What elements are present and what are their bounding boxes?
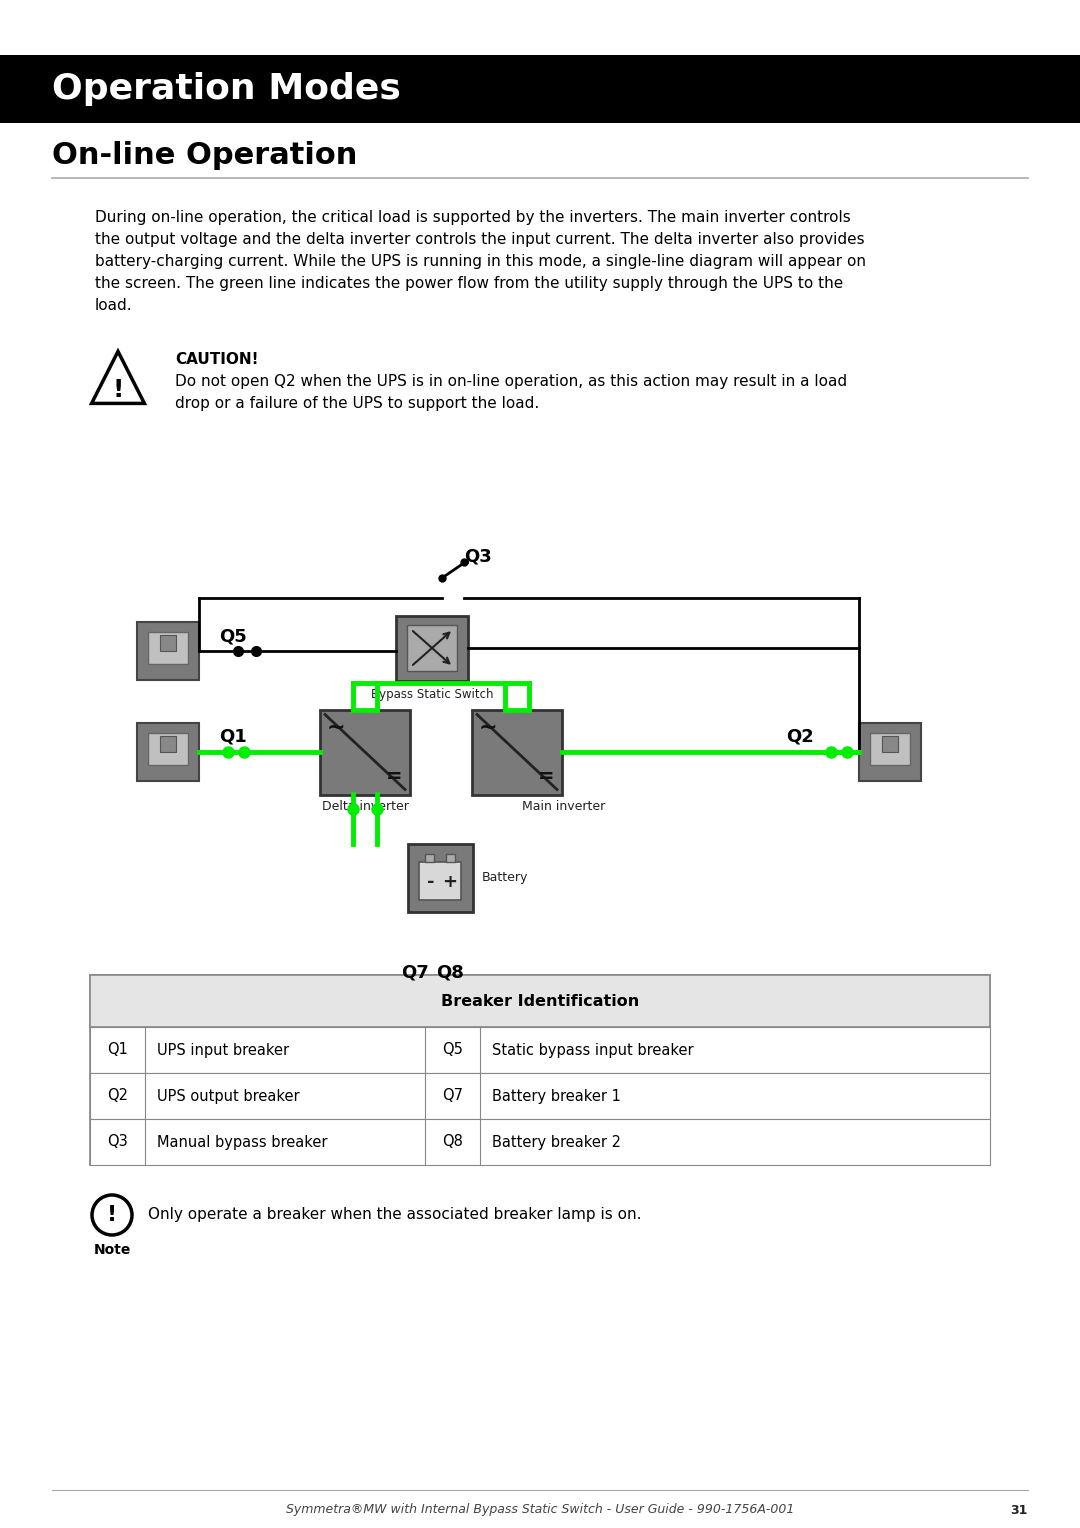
Text: battery-charging current. While the UPS is running in this mode, a single-line d: battery-charging current. While the UPS …	[95, 254, 866, 269]
Text: Q1: Q1	[219, 727, 247, 746]
Text: Static bypass input breaker: Static bypass input breaker	[492, 1042, 693, 1057]
Bar	[137, 723, 199, 781]
Text: ~: ~	[478, 718, 497, 738]
Bar	[396, 616, 468, 680]
Polygon shape	[92, 351, 145, 403]
Bar	[137, 622, 199, 680]
Bar	[0, 55, 1080, 122]
Text: ~: ~	[326, 718, 346, 738]
Text: the screen. The green line indicates the power flow from the utility supply thro: the screen. The green line indicates the…	[95, 277, 843, 290]
Bar	[320, 709, 410, 795]
Text: Q8: Q8	[442, 1134, 463, 1149]
Text: Q3: Q3	[107, 1134, 127, 1149]
Text: Operation Modes: Operation Modes	[52, 72, 401, 105]
Text: Only operate a breaker when the associated breaker lamp is on.: Only operate a breaker when the associat…	[148, 1207, 642, 1222]
Text: =: =	[538, 767, 554, 785]
Text: Battery breaker 2: Battery breaker 2	[492, 1134, 621, 1149]
Text: During on-line operation, the critical load is supported by the inverters. The m: During on-line operation, the critical l…	[95, 209, 851, 225]
Text: 31: 31	[1011, 1504, 1028, 1516]
Text: drop or a failure of the UPS to support the load.: drop or a failure of the UPS to support …	[175, 396, 539, 411]
Text: Q7: Q7	[442, 1088, 463, 1103]
Text: +: +	[442, 872, 457, 891]
Text: Battery breaker 1: Battery breaker 1	[492, 1088, 621, 1103]
Circle shape	[92, 1195, 132, 1235]
Bar	[90, 975, 990, 1164]
Text: UPS input breaker: UPS input breaker	[157, 1042, 289, 1057]
Bar	[419, 862, 461, 900]
Bar	[424, 854, 434, 862]
Text: Bypass Static Switch: Bypass Static Switch	[370, 688, 494, 701]
Text: Note: Note	[93, 1242, 131, 1258]
Text: Main inverter: Main inverter	[522, 801, 605, 813]
Bar	[859, 723, 921, 781]
Bar	[90, 1118, 990, 1164]
Text: !: !	[112, 377, 124, 402]
Bar	[407, 625, 457, 671]
Text: Symmetra®MW with Internal Bypass Static Switch - User Guide - 990-1756A-001: Symmetra®MW with Internal Bypass Static …	[286, 1504, 794, 1516]
Text: Q3: Q3	[464, 547, 491, 565]
Bar	[869, 733, 910, 766]
Text: Q5: Q5	[219, 626, 247, 645]
Text: Breaker Identification: Breaker Identification	[441, 993, 639, 1008]
Bar	[472, 709, 562, 795]
Bar	[90, 975, 990, 1027]
Bar	[407, 843, 473, 912]
Text: !: !	[107, 1206, 117, 1225]
Text: Do not open Q2 when the UPS is in on-line operation, as this action may result i: Do not open Q2 when the UPS is in on-lin…	[175, 374, 847, 390]
Text: CAUTION!: CAUTION!	[175, 351, 258, 367]
Bar	[446, 854, 455, 862]
Text: load.: load.	[95, 298, 133, 313]
Text: =: =	[386, 767, 402, 785]
Text: -: -	[427, 872, 434, 891]
Bar	[148, 733, 188, 766]
Text: UPS output breaker: UPS output breaker	[157, 1088, 299, 1103]
Text: Q2: Q2	[786, 727, 814, 746]
Bar	[148, 633, 188, 665]
Text: Q5: Q5	[442, 1042, 463, 1057]
Bar	[882, 736, 899, 752]
Text: Manual bypass breaker: Manual bypass breaker	[157, 1134, 327, 1149]
Bar	[90, 1027, 990, 1073]
Text: the output voltage and the delta inverter controls the input current. The delta : the output voltage and the delta inverte…	[95, 232, 865, 248]
Text: Battery: Battery	[482, 871, 528, 885]
Text: On-line Operation: On-line Operation	[52, 141, 357, 170]
Bar	[160, 736, 176, 752]
Text: Q8: Q8	[436, 964, 464, 983]
Text: Q7: Q7	[401, 964, 429, 983]
Bar	[90, 1073, 990, 1118]
Text: Delta inverter: Delta inverter	[322, 801, 408, 813]
Text: Q2: Q2	[107, 1088, 129, 1103]
Text: Q1: Q1	[107, 1042, 127, 1057]
Bar	[160, 636, 176, 651]
